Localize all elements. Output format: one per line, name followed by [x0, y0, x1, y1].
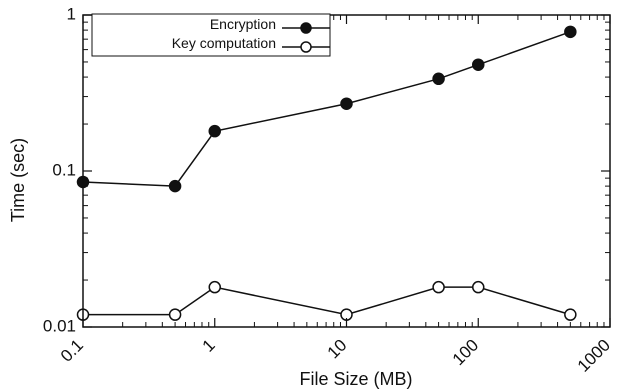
data-point-key-computation: [564, 308, 577, 321]
data-point-encryption: [168, 179, 182, 193]
data-point-key-computation: [168, 308, 182, 321]
legend-box: [91, 13, 331, 57]
legend: Encryption Key computation: [91, 13, 331, 57]
legend-marker-key-computation: [300, 41, 312, 53]
x-axis-label: File Size (MB): [299, 369, 412, 389]
data-point-encryption: [472, 58, 485, 71]
data-point-key-computation: [432, 280, 445, 294]
legend-label-encryption: Encryption: [210, 16, 276, 32]
y-axis-label: Time (sec): [8, 138, 28, 222]
data-point-encryption: [432, 72, 445, 86]
series-layer: [76, 25, 577, 321]
data-point-encryption: [340, 97, 353, 110]
data-point-key-computation: [208, 280, 221, 294]
data-point-encryption: [564, 25, 577, 39]
y-tick-label: 1: [67, 4, 76, 23]
data-point-encryption: [208, 124, 221, 138]
y-tick-label: 0.1: [52, 160, 76, 179]
data-point-key-computation: [472, 280, 485, 294]
legend-label-key-computation: Key computation: [172, 35, 276, 51]
legend-marker-encryption: [300, 22, 312, 34]
y-tick-label: 0.01: [43, 316, 76, 335]
